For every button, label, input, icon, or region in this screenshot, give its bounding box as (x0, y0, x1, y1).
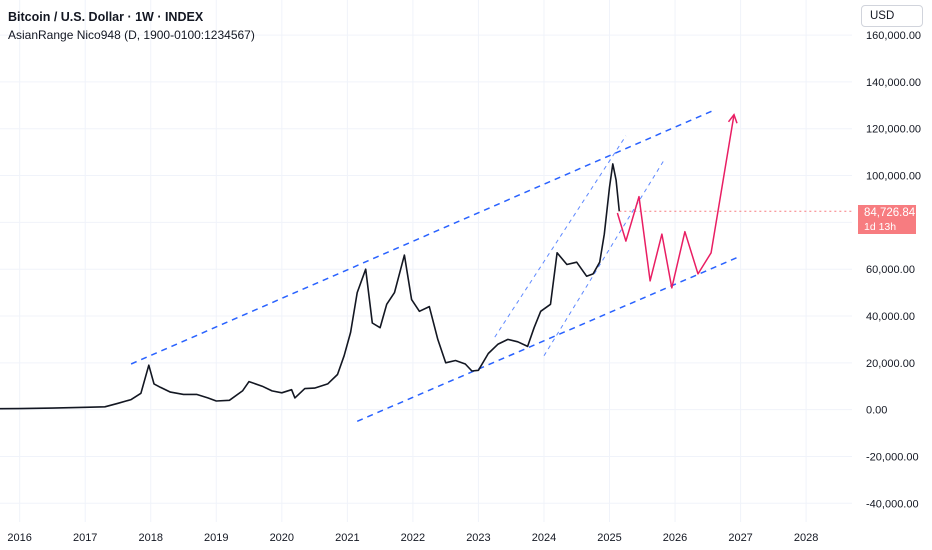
y-tick-label: 0.00 (866, 405, 887, 417)
x-tick-label: 2025 (597, 532, 621, 544)
x-tick-label: 2026 (663, 532, 687, 544)
bar-countdown: 1d 13h (864, 221, 897, 233)
y-tick-label: 140,000.00 (866, 77, 921, 89)
x-tick-label: 2018 (138, 532, 162, 544)
chart-header: Bitcoin / U.S. Dollar · 1W · INDEX Asian… (8, 8, 255, 44)
y-tick-label: 60,000.00 (866, 264, 915, 276)
last-price-badge: 84,726.84 1d 13h (858, 205, 916, 234)
x-tick-label: 2023 (466, 532, 490, 544)
y-tick-label: -40,000.00 (866, 498, 919, 510)
currency-button[interactable]: USD (861, 5, 923, 27)
channel-lower-line (356, 256, 738, 422)
symbol-title[interactable]: Bitcoin / U.S. Dollar · 1W · INDEX (8, 10, 204, 24)
y-tick-label: -20,000.00 (866, 451, 919, 463)
y-axis[interactable]: 160,000.00 140,000.00 120,000.00 100,000.00… (866, 30, 921, 510)
y-tick-label: 20,000.00 (866, 358, 915, 370)
price-line (0, 163, 621, 410)
x-tick-label: 2028 (794, 532, 818, 544)
x-axis[interactable]: 2016 2017 2018 2019 2020 2021 2022 2023 2024 2025… (7, 532, 818, 544)
x-tick-label: 2017 (73, 532, 97, 544)
y-tick-label: 160,000.00 (866, 30, 921, 42)
x-tick-label: 2022 (401, 532, 425, 544)
grid-lines (0, 0, 852, 522)
inner-lower-line (543, 161, 664, 357)
y-tick-label: 100,000.00 (866, 171, 921, 183)
y-tick-label: 40,000.00 (866, 311, 915, 323)
x-tick-label: 2020 (270, 532, 294, 544)
x-tick-label: 2016 (7, 532, 31, 544)
x-tick-label: 2021 (335, 532, 359, 544)
x-tick-label: 2019 (204, 532, 228, 544)
x-tick-label: 2024 (532, 532, 556, 544)
projection-line (616, 114, 735, 289)
projection-path (616, 113, 738, 289)
last-price-value: 84,726.84 (864, 207, 916, 219)
arrow-head-icon (727, 113, 738, 124)
price-series (0, 163, 852, 410)
y-tick-label: 120,000.00 (866, 124, 921, 136)
channel-upper-line (130, 109, 715, 365)
indicator-legend[interactable]: AsianRange Nico948 (D, 1900-0100:1234567… (8, 28, 255, 42)
trend-channels (130, 109, 738, 422)
inner-upper-line (494, 135, 627, 338)
x-tick-label: 2027 (728, 532, 752, 544)
